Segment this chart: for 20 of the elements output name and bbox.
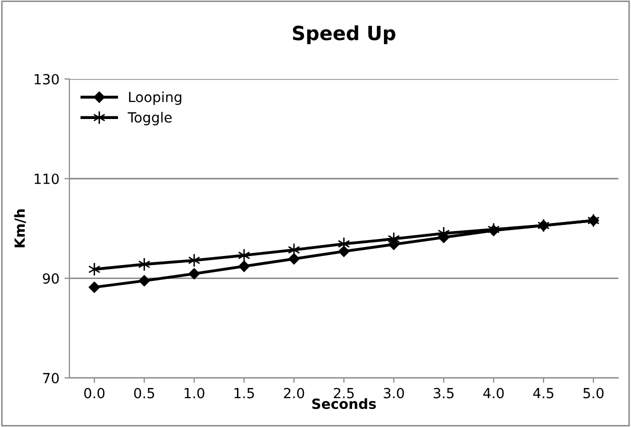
x-tick-label: 0.0 — [84, 388, 104, 398]
x-axis-title: Seconds — [312, 398, 376, 410]
legend-label: Looping — [129, 91, 182, 105]
x-tick-label: 2.0 — [284, 388, 304, 398]
y-tick-label: 70 — [43, 372, 59, 384]
x-tick-label: 2.5 — [334, 388, 354, 398]
x-tick-label: 4.0 — [483, 388, 504, 398]
y-tick-label: 110 — [34, 174, 59, 184]
x-tick-label: 4.5 — [533, 388, 554, 398]
y-tick-label: 90 — [42, 273, 59, 284]
x-tick-label: 0.5 — [134, 388, 154, 398]
legend-label: Toggle — [128, 112, 172, 126]
x-tick-label: 1.5 — [234, 388, 254, 398]
x-tick-label: 5.0 — [583, 388, 604, 398]
x-tick-label: 3.0 — [384, 388, 404, 398]
x-tick-label: 3.5 — [434, 388, 454, 398]
chart-title: Speed Up — [292, 25, 396, 44]
y-tick-label: 130 — [34, 74, 59, 84]
x-tick-label: 1.0 — [184, 388, 204, 398]
y-axis-title: Km/h — [14, 209, 26, 248]
